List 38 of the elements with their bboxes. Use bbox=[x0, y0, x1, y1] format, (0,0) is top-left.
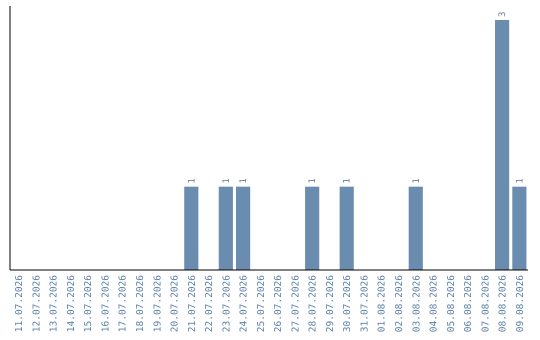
x-tick-label: 11.07.2026 bbox=[14, 274, 26, 332]
data-label: 3 bbox=[498, 12, 508, 17]
x-tick-label: 14.07.2026 bbox=[66, 274, 77, 332]
x-tick-label: 26.07.2026 bbox=[273, 274, 284, 332]
x-tick-label: 17.07.2026 bbox=[118, 274, 129, 332]
data-label: 1 bbox=[412, 178, 422, 184]
x-tick-label: 27.07.2026 bbox=[290, 274, 302, 332]
x-tick-label: 02.08.2026 bbox=[394, 274, 405, 332]
x-tick-label: 04.08.2026 bbox=[428, 274, 440, 332]
x-tick-label: 15.07.2026 bbox=[83, 274, 94, 332]
x-tick-label: 25.07.2026 bbox=[256, 274, 267, 332]
x-tick-label: 06.08.2026 bbox=[463, 274, 474, 332]
x-tick-label: 31.07.2026 bbox=[359, 274, 370, 332]
data-label: 1 bbox=[187, 178, 198, 184]
x-tick-label: 09.08.2026 bbox=[514, 274, 526, 332]
x-tick-label: 22.07.2026 bbox=[204, 274, 216, 332]
x-tick-label: 13.07.2026 bbox=[48, 274, 60, 332]
data-label: 1 bbox=[239, 178, 250, 184]
data-label: 1 bbox=[515, 178, 526, 184]
x-tick-label: 07.08.2026 bbox=[480, 274, 492, 332]
x-tick-label: 12.07.2026 bbox=[31, 274, 42, 332]
x-tick-label: 03.08.2026 bbox=[411, 274, 422, 332]
x-tick-label: 20.07.2026 bbox=[170, 274, 181, 332]
x-tick-label: 08.08.2026 bbox=[498, 274, 509, 332]
x-tick-label: 05.08.2026 bbox=[446, 274, 457, 332]
data-label: 1 bbox=[342, 178, 353, 184]
data-label: 1 bbox=[222, 178, 232, 184]
data-label: 1 bbox=[308, 178, 318, 184]
x-tick-label: 01.08.2026 bbox=[376, 274, 388, 332]
x-tick-label: 19.07.2026 bbox=[152, 274, 164, 332]
x-tick-label: 16.07.2026 bbox=[100, 274, 112, 332]
x-tick-label: 23.07.2026 bbox=[221, 274, 232, 332]
x-tick-label: 28.07.2026 bbox=[308, 274, 319, 332]
x-tick-label: 29.07.2026 bbox=[324, 274, 336, 332]
x-tick-label: 18.07.2026 bbox=[135, 274, 146, 332]
x-tick-label: 30.07.2026 bbox=[342, 274, 354, 332]
x-tick-label: 24.07.2026 bbox=[238, 274, 250, 332]
x-tick-label: 21.07.2026 bbox=[186, 274, 198, 332]
